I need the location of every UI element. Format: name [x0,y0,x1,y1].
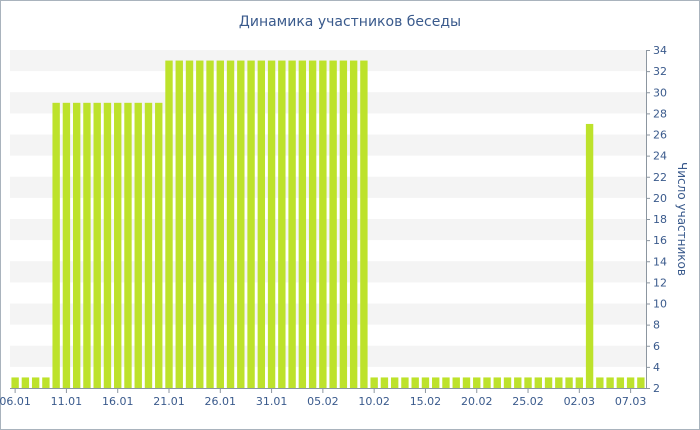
y-tick-label: 4 [653,361,660,374]
x-tick-label: 11.01 [51,395,83,408]
y-tick-label: 18 [653,213,667,226]
y-axis-title: Число участников [675,162,689,276]
bar [144,102,153,388]
x-tick-label: 06.01 [0,395,31,408]
bar [206,60,214,388]
x-tick-label: 26.01 [205,395,237,408]
bar [267,60,276,388]
bar [534,377,542,388]
bar [421,377,430,388]
bar [370,377,378,388]
bar [493,377,501,388]
bar [319,60,327,388]
bar [226,60,235,388]
bar [442,377,450,388]
bar [390,377,399,388]
y-tick-label: 12 [653,276,667,289]
y-tick-label: 34 [653,44,667,57]
bar [103,102,112,388]
bar [216,60,224,388]
y-tick-label: 32 [653,65,667,78]
bar [52,102,60,388]
y-tick-label: 10 [653,298,667,311]
bar [503,377,512,388]
bar [637,377,645,388]
y-tick-label: 28 [653,107,667,120]
bar [401,377,409,388]
y-tick-label: 14 [653,255,667,268]
bar [411,377,419,388]
x-tick-label: 16.01 [102,395,134,408]
bar [134,102,142,388]
bar [72,102,81,388]
y-tick-label: 22 [653,171,667,184]
bar [473,377,481,388]
bar [606,377,614,388]
bar [462,377,471,388]
bar [565,377,573,388]
bar [165,60,173,388]
x-tick-label: 25.02 [512,395,544,408]
bar [329,60,337,388]
x-tick-label: 20.02 [461,395,493,408]
bar [555,377,563,388]
y-tick-label: 26 [653,129,667,142]
bar [380,377,389,388]
y-tick-label: 24 [653,150,667,163]
x-tick-label: 05.02 [307,395,339,408]
y-tick-label: 20 [653,192,667,205]
bar [31,377,40,388]
bar [11,377,19,388]
bar [257,60,266,388]
bar [483,377,491,388]
bar [185,60,194,388]
bar [432,377,440,388]
x-tick-label: 07.03 [615,395,647,408]
bar [308,60,317,388]
y-tick-label: 16 [653,234,667,247]
bar [237,60,245,388]
bar [596,377,604,388]
bar [360,60,368,388]
bar [514,377,522,388]
bar [585,123,594,388]
bar [114,102,122,388]
bar [83,102,91,388]
bar [124,102,132,388]
x-tick-label: 02.03 [564,395,596,408]
x-tick-label: 21.01 [153,395,185,408]
bar [42,377,50,388]
bar [349,60,358,388]
bar [21,377,30,388]
grid-band [10,50,646,72]
x-tick-label: 15.02 [410,395,442,408]
bar [155,102,163,388]
bar [93,102,101,388]
bar [247,60,255,388]
bar [616,377,625,388]
bar [452,377,460,388]
x-tick-label: 10.02 [358,395,390,408]
y-tick-label: 2 [653,382,660,395]
bar [626,377,635,388]
bar [175,60,183,388]
y-tick-label: 30 [653,86,667,99]
bar [575,377,584,388]
y-tick-label: 8 [653,319,660,332]
bar [339,60,348,388]
y-tick-label: 6 [653,340,660,353]
x-tick-label: 31.01 [256,395,288,408]
bar [298,60,307,388]
bar [62,102,71,388]
bar [278,60,286,388]
bar [288,60,296,388]
bar [196,60,204,388]
bar [544,377,553,388]
bar [524,377,532,388]
chart-title: Динамика участников беседы [238,14,462,30]
